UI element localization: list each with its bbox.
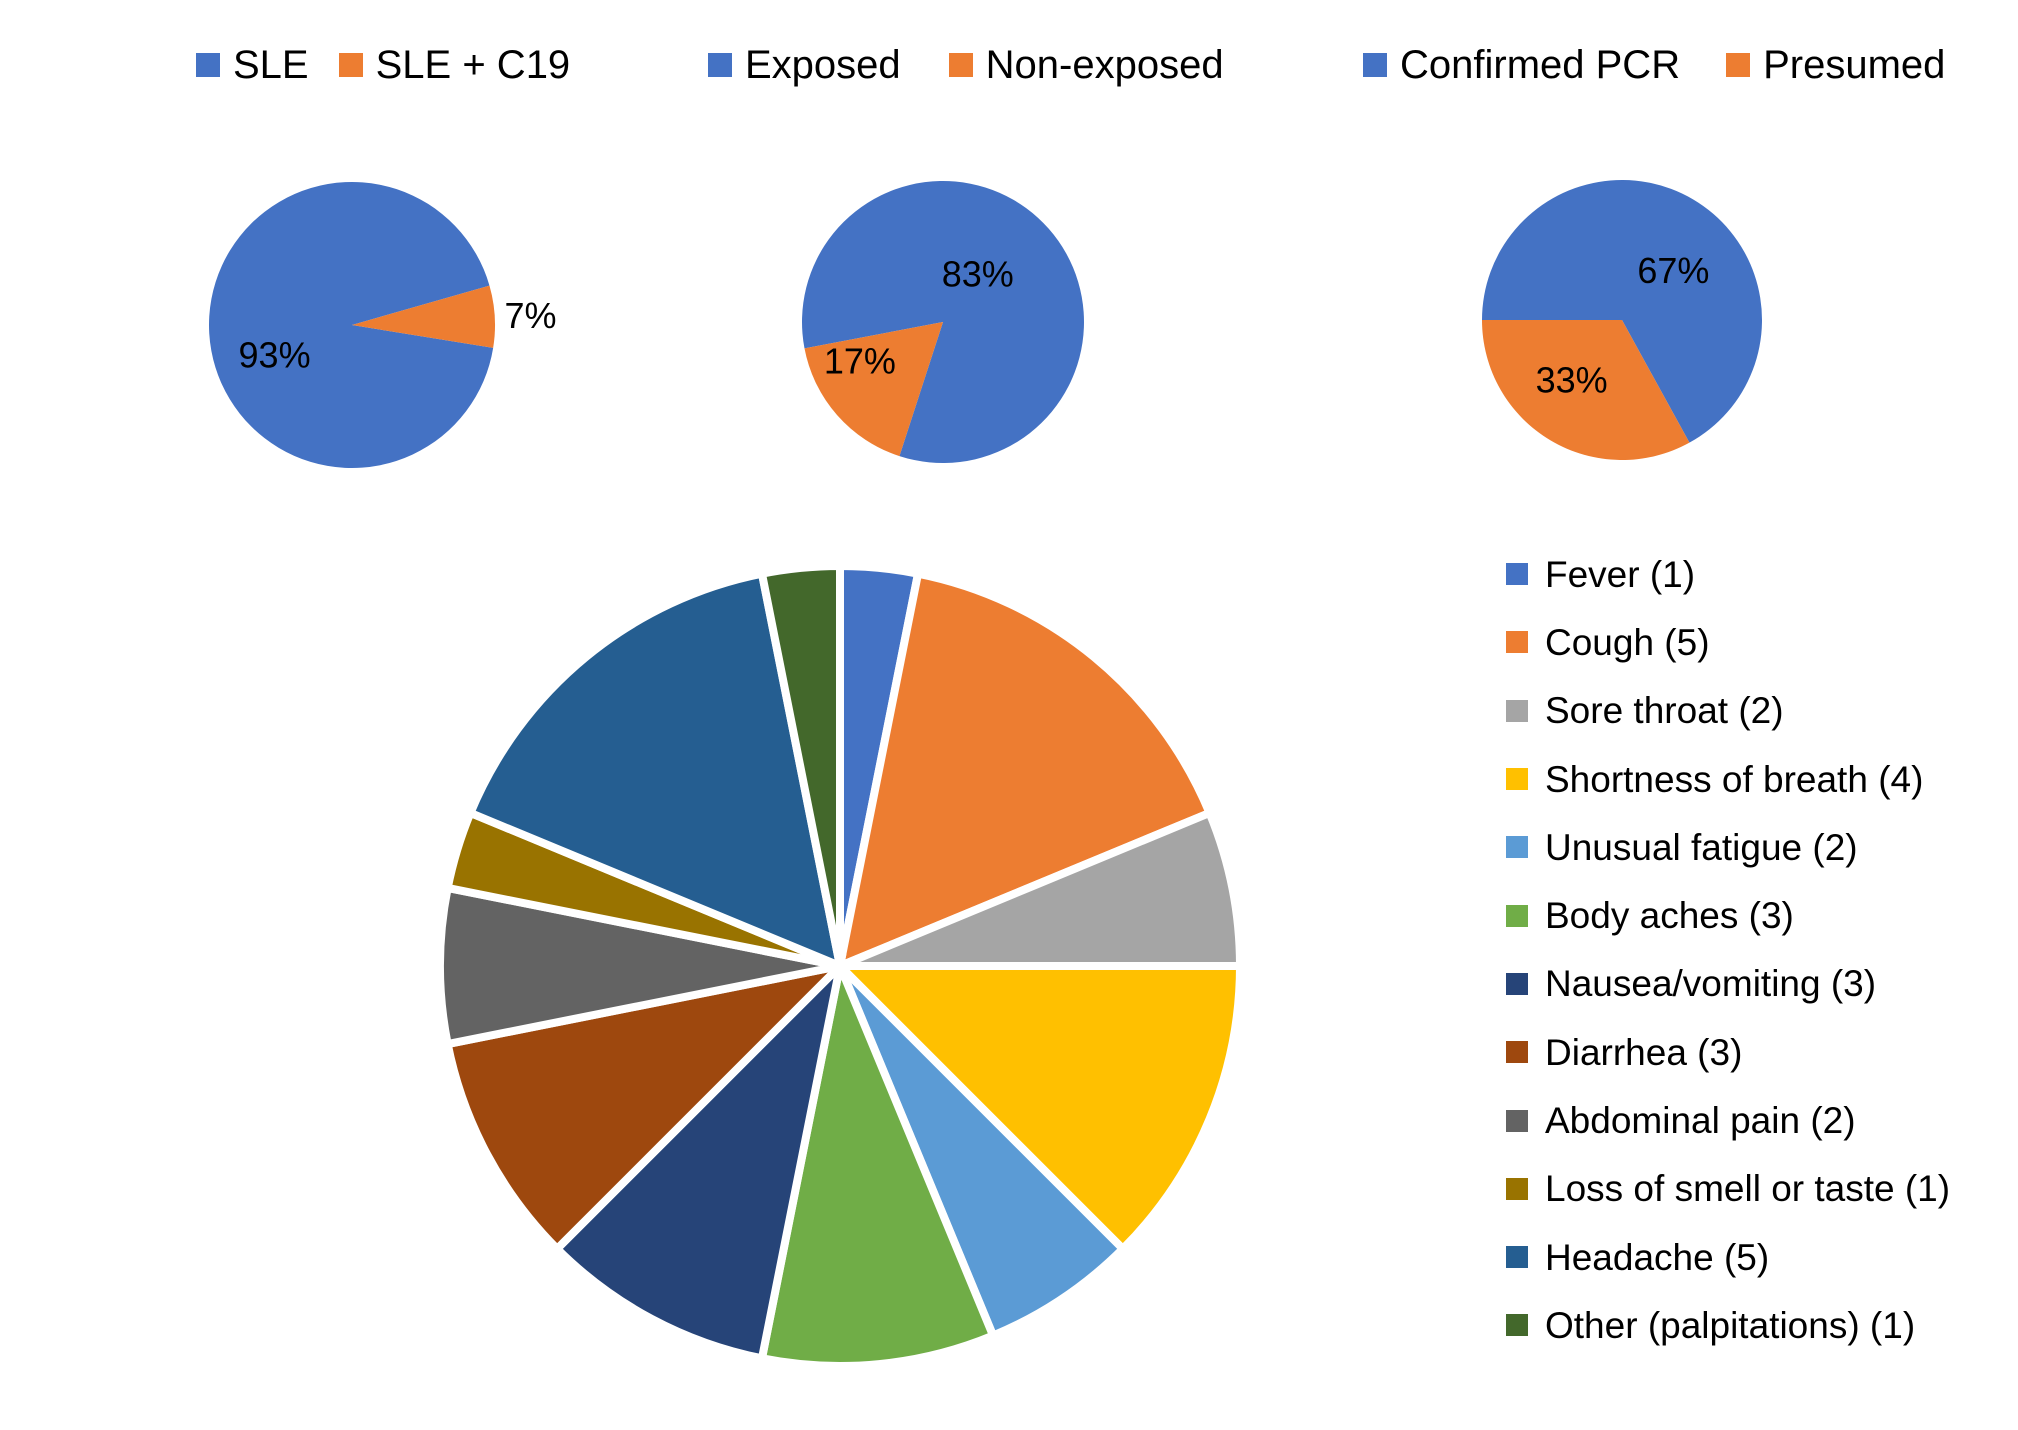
legend-label-confirmed-pcr: Confirmed PCR	[1400, 43, 1681, 87]
legend-swatch-icon	[1506, 1041, 1528, 1064]
legend-item-sle-c19: SLE + C19	[338, 43, 571, 87]
pie-slice-cough	[834, 568, 1215, 973]
slice-percent-label: 67%	[1637, 250, 1709, 291]
legend-swatch-icon	[1506, 1246, 1528, 1269]
legend-swatch-icon	[1726, 53, 1751, 77]
pie-slice-sle	[208, 182, 494, 469]
pie-slice-abdominal-pain	[436, 883, 841, 1049]
pie-slice-sle-c19	[352, 285, 495, 348]
legend-swatch-icon	[1363, 53, 1387, 77]
legend-label-diarrhea: Diarrhea (3)	[1545, 1031, 1743, 1073]
legend-item-other-palpitations: Other (palpitations) (1)	[1506, 1291, 1950, 1359]
legend-swatch-icon	[1506, 1314, 1528, 1337]
legend-item-unusual-fatigue: Unusual fatigue (2)	[1506, 813, 1950, 881]
legend-swatch-icon	[196, 53, 220, 77]
pie-slice-unusual-fatigue	[836, 963, 1129, 1341]
legend-label-other-palpitations: Other (palpitations) (1)	[1545, 1304, 1916, 1346]
legend-label-fever: Fever (1)	[1545, 553, 1696, 595]
legend-item-fever: Fever (1)	[1506, 540, 1950, 608]
legend-label-presumed: Presumed	[1763, 43, 1946, 87]
pie-slice-shortness-of-breath	[830, 962, 1245, 1255]
legend-pie-exposed: Exposed Non-exposed	[708, 44, 1224, 86]
legend-item-shortness-of-breath: Shortness of breath (4)	[1506, 745, 1950, 813]
legend-swatch-icon	[1506, 699, 1528, 722]
legend-label-body-aches: Body aches (3)	[1545, 895, 1794, 937]
pie-slice-confirmed-pcr	[1482, 180, 1762, 443]
legend-swatch-icon	[708, 53, 732, 77]
legend-item-cough: Cough (5)	[1506, 608, 1950, 676]
legend-label-shortness-of-breath: Shortness of breath (4)	[1545, 758, 1924, 800]
slice-percent-label: 83%	[942, 254, 1014, 295]
legend-label-nausea-vomiting: Nausea/vomiting (3)	[1545, 963, 1877, 1005]
pie-slice-headache	[465, 568, 846, 973]
pie-slice-diarrhea	[442, 959, 853, 1255]
legend-swatch-icon	[1506, 1177, 1528, 1200]
legend-label-sle-c19: SLE + C19	[375, 43, 571, 87]
legend-label-exposed: Exposed	[745, 43, 901, 87]
legend-symptoms: Fever (1) Cough (5) Sore throat (2) Shor…	[1506, 540, 1950, 1360]
pie-slice-other-palpitations	[757, 561, 844, 967]
pie-slice-nausea-vomiting	[551, 953, 847, 1364]
legend-swatch-icon	[1506, 1109, 1528, 1132]
legend-swatch-icon	[338, 53, 363, 77]
legend-item-non-exposed: Non-exposed	[948, 43, 1224, 87]
pie-slice-sore-throat	[838, 807, 1245, 970]
legend-swatch-icon	[948, 53, 973, 77]
legend-label-non-exposed: Non-exposed	[985, 43, 1224, 87]
legend-label-headache: Headache (5)	[1545, 1236, 1770, 1278]
legend-item-presumed: Presumed	[1726, 45, 1945, 85]
legend-label-unusual-fatigue: Unusual fatigue (2)	[1545, 826, 1858, 868]
legend-item-confirmed-pcr: Confirmed PCR	[1363, 45, 1680, 85]
legend-swatch-icon	[1506, 904, 1528, 927]
legend-label-cough: Cough (5)	[1545, 621, 1710, 663]
legend-pie-pcr: Confirmed PCR Presumed	[1363, 44, 1945, 86]
legend-swatch-icon	[1506, 836, 1528, 859]
legend-label-sore-throat: Sore throat (2)	[1545, 690, 1784, 732]
legend-item-body-aches: Body aches (3)	[1506, 881, 1950, 949]
legend-item-exposed: Exposed	[708, 45, 901, 85]
legend-item-sore-throat: Sore throat (2)	[1506, 677, 1950, 745]
legend-item-loss-of-smell-or-taste: Loss of smell or taste (1)	[1506, 1155, 1950, 1223]
legend-item-abdominal-pain: Abdominal pain (2)	[1506, 1086, 1950, 1154]
legend-item-nausea-vomiting: Nausea/vomiting (3)	[1506, 950, 1950, 1018]
legend-item-sle: SLE	[196, 45, 309, 85]
legend-item-diarrhea: Diarrhea (3)	[1506, 1018, 1950, 1086]
legend-pie-sle: SLE SLE + C19	[196, 44, 570, 86]
legend-label-abdominal-pain: Abdominal pain (2)	[1545, 1100, 1856, 1142]
pie-slice-non-exposed	[804, 322, 943, 457]
pie-slice-body-aches	[757, 952, 999, 1370]
legend-label-sle: SLE	[233, 43, 309, 87]
legend-swatch-icon	[1506, 768, 1528, 791]
legend-item-headache: Headache (5)	[1506, 1223, 1950, 1291]
legend-swatch-icon	[1506, 563, 1528, 586]
legend-swatch-icon	[1506, 631, 1528, 654]
slice-percent-label: 93%	[239, 334, 311, 375]
pie-slice-presumed	[1482, 320, 1690, 461]
legend-swatch-icon	[1506, 972, 1528, 995]
slice-percent-label: 17%	[824, 340, 896, 381]
slice-percent-label: 7%	[504, 295, 556, 336]
legend-label-loss-of-smell-or-taste: Loss of smell or taste (1)	[1545, 1168, 1951, 1210]
slice-percent-label: 33%	[1536, 360, 1608, 401]
